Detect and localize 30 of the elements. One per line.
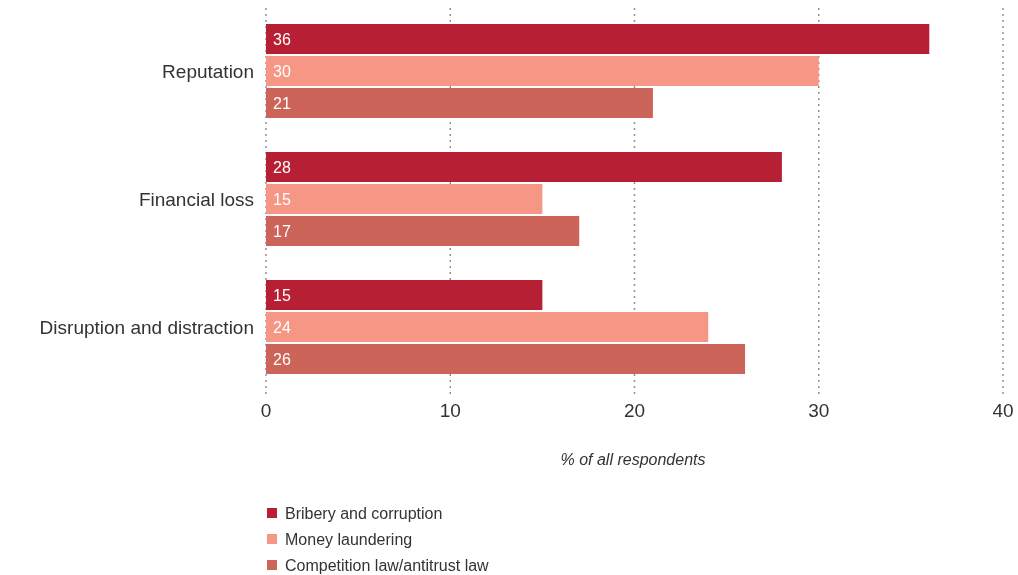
bar <box>266 184 543 214</box>
bar <box>266 312 709 342</box>
y-tick-label: Reputation <box>162 61 254 82</box>
x-tick-label: 20 <box>623 400 646 421</box>
data-label: 15 <box>273 287 291 304</box>
data-label: 21 <box>273 95 291 112</box>
data-label: 36 <box>273 31 291 48</box>
data-label: 26 <box>273 351 291 368</box>
data-label: 17 <box>273 223 291 240</box>
data-label: 30 <box>273 63 291 80</box>
bar <box>266 280 543 310</box>
data-label: 15 <box>273 191 291 208</box>
bar <box>266 88 653 118</box>
x-tick-label: 10 <box>439 400 461 421</box>
y-tick-label: Financial loss <box>138 189 254 210</box>
x-axis-title: % of all respondents <box>560 451 706 468</box>
legend-label: Competition law/antitrust law <box>285 557 490 574</box>
x-tick-label: 0 <box>260 400 272 421</box>
legend-label: Money laundering <box>285 531 413 548</box>
data-label: 24 <box>273 319 291 336</box>
bar <box>266 24 930 54</box>
legend-label: Bribery and corruption <box>285 505 443 522</box>
x-tick-label: 30 <box>808 400 830 421</box>
y-tick-label: Disruption and distraction <box>39 317 254 338</box>
bar <box>266 216 580 246</box>
bar <box>266 56 819 86</box>
x-tick-label: 40 <box>992 400 1014 421</box>
bar <box>266 152 782 182</box>
data-label: 28 <box>273 159 291 176</box>
bar <box>266 344 746 374</box>
